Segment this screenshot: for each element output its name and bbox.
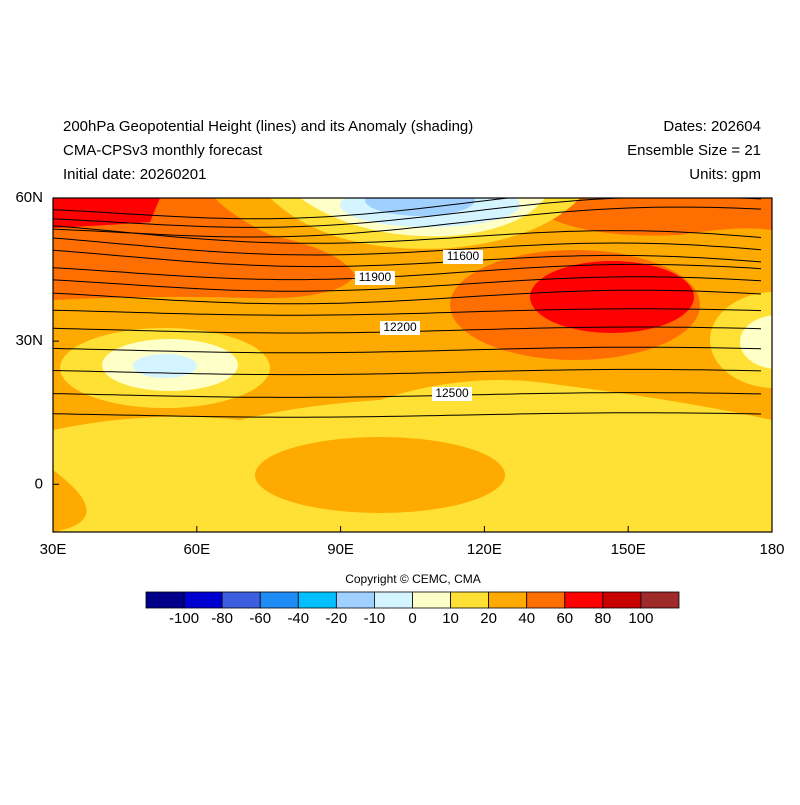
y-tick-label: 0 <box>35 475 43 492</box>
contour-line <box>53 346 762 354</box>
contour-label-bg <box>355 271 395 285</box>
colorbar-box <box>640 591 680 609</box>
x-tick-label: 120E <box>467 541 502 558</box>
colorbar-box <box>450 591 490 609</box>
title: 200hPa Geopotential Height (lines) and i… <box>63 118 473 135</box>
contour-label-bg <box>443 250 483 264</box>
colorbar-label: -80 <box>211 610 233 627</box>
contour-label-bg <box>432 387 472 401</box>
contour-line <box>53 392 762 398</box>
copyright: Copyright © CEMC, CMA <box>345 572 481 586</box>
colorbar-label: 10 <box>442 610 459 627</box>
shading <box>53 198 772 532</box>
contour-line <box>53 225 762 244</box>
colorbar-label: 40 <box>518 610 535 627</box>
x-tick-label: 30E <box>40 541 67 558</box>
dates: Dates: 202604 <box>663 118 761 135</box>
initial-date: Initial date: 20260201 <box>63 166 206 183</box>
colorbar-box <box>259 591 299 609</box>
contour-line <box>53 198 762 228</box>
map-frame <box>52 197 773 533</box>
colorbar-box <box>374 591 413 609</box>
x-tick-label: 150E <box>611 541 646 558</box>
model: CMA-CPSv3 monthly forecast <box>63 142 263 159</box>
colorbar-label: -60 <box>249 610 271 627</box>
colorbar-label: 0 <box>408 610 416 627</box>
y-tick-label: 60N <box>15 189 43 206</box>
x-tick-label: 90E <box>327 541 354 558</box>
colorbar-box <box>183 591 223 609</box>
ensemble: Ensemble Size = 21 <box>627 142 761 159</box>
contour-line <box>53 206 762 238</box>
colorbar-label: -40 <box>287 610 309 627</box>
units: Units: gpm <box>689 166 761 183</box>
contour-label: 12200 <box>383 320 417 334</box>
colorbar-label: -100 <box>169 610 199 627</box>
colorbar-label: 80 <box>595 610 612 627</box>
colorbar-box <box>221 591 261 609</box>
contour-line <box>53 368 762 376</box>
colorbar-box <box>335 591 375 609</box>
contour-line <box>53 308 762 316</box>
colorbar-label: 60 <box>556 610 573 627</box>
colorbar-label: 20 <box>480 610 497 627</box>
colorbar-box <box>526 591 566 609</box>
contour-line <box>53 198 513 220</box>
contour-label-bg <box>380 321 420 335</box>
contour-line <box>53 237 762 256</box>
y-tick-label: 30N <box>15 332 43 349</box>
colorbar-label: 100 <box>628 610 653 627</box>
contour-label: 11900 <box>359 270 392 284</box>
contour-line <box>53 412 762 418</box>
contour-line <box>53 263 762 281</box>
colorbar-box <box>412 591 451 609</box>
contour-line <box>53 289 762 305</box>
x-tick-label: 60E <box>183 541 210 558</box>
colorbar-box <box>564 591 604 609</box>
contour-line <box>53 276 762 292</box>
x-tick-label: 180 <box>759 541 784 558</box>
contour-label: 11600 <box>447 249 480 263</box>
colorbar-box <box>602 591 642 609</box>
colorbar-box <box>488 591 528 609</box>
colorbar-box <box>297 591 337 609</box>
colorbar-label: -20 <box>326 610 348 627</box>
contour-label: 12500 <box>435 386 469 400</box>
colorbar-label: -10 <box>364 610 386 627</box>
colorbar-box <box>145 591 185 609</box>
contour-line <box>53 249 762 268</box>
